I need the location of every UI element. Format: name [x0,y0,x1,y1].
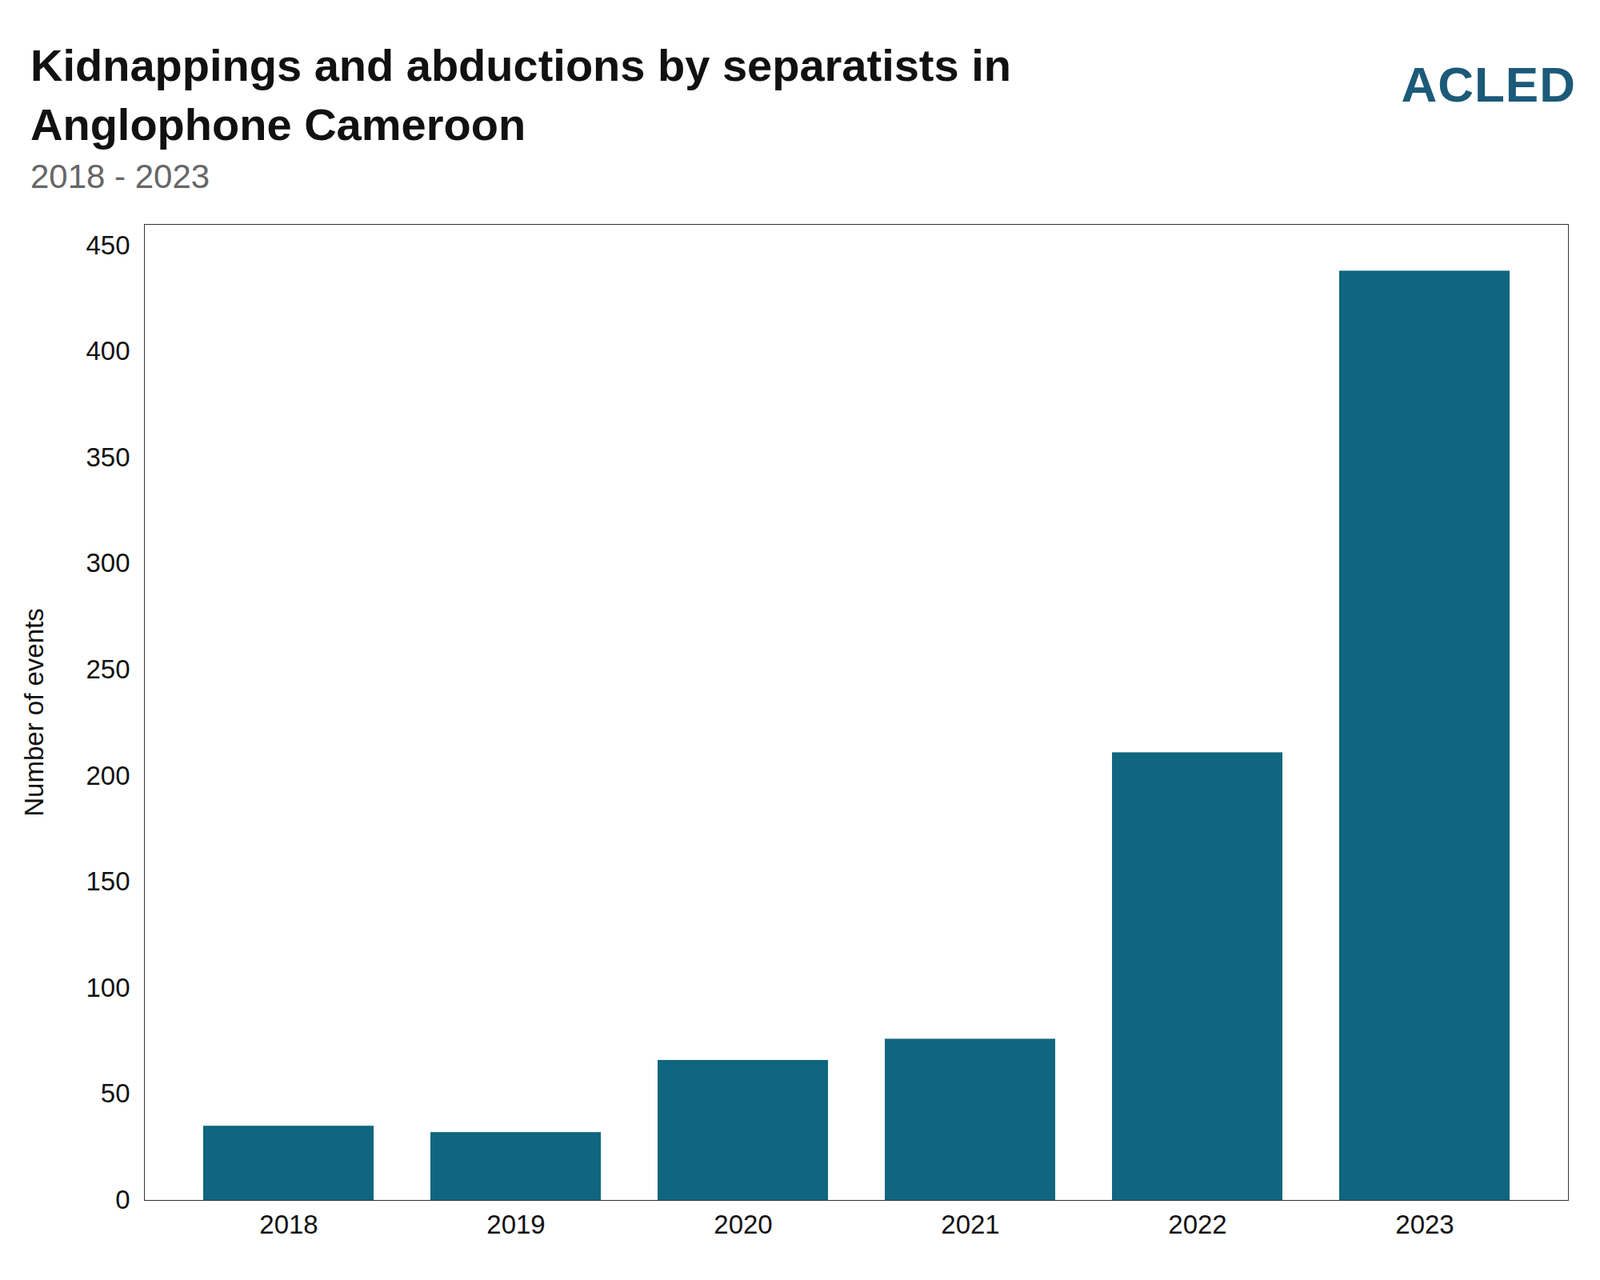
svg-text:100: 100 [85,972,130,1003]
svg-text:2023: 2023 [1395,1209,1454,1240]
svg-text:2020: 2020 [713,1209,772,1240]
svg-text:400: 400 [85,336,130,366]
svg-text:0: 0 [115,1184,130,1215]
svg-text:350: 350 [85,442,130,472]
svg-text:2018: 2018 [259,1209,318,1240]
html-text:ACLED: ACLED [1401,56,1576,112]
svg-text:450: 450 [85,230,130,260]
svg-text:2019: 2019 [486,1209,545,1240]
svg-text:Number of events: Number of events [19,608,49,816]
svg-text:2022: 2022 [1168,1209,1227,1240]
svg-text:2021: 2021 [940,1209,1000,1240]
svg-text:150: 150 [85,866,130,896]
svg-text:200: 200 [85,760,130,791]
html-text:Kidnappings and abductions by: Kidnappings and abductions by separatist… [30,40,1012,150]
svg-text:250: 250 [85,654,130,684]
html-text:2018 - 2023: 2018 - 2023 [30,157,210,196]
svg-text:300: 300 [85,548,130,578]
svg-text:50: 50 [100,1078,131,1108]
